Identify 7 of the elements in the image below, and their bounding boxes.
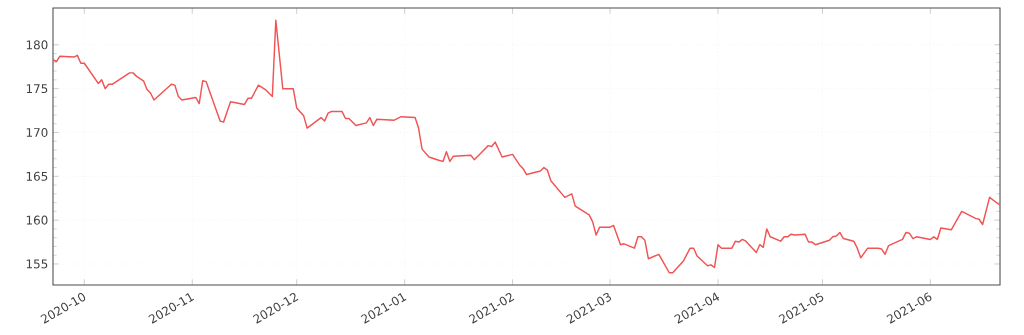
y-tick-label: 155: [26, 259, 48, 269]
y-tick-label: 165: [26, 171, 48, 181]
y-tick-label: 160: [26, 215, 48, 225]
line-series: [52, 19, 1001, 274]
y-tick-label: 180: [26, 40, 48, 50]
y-tick-label: 170: [26, 127, 48, 137]
y-tick-label: 175: [26, 84, 48, 94]
